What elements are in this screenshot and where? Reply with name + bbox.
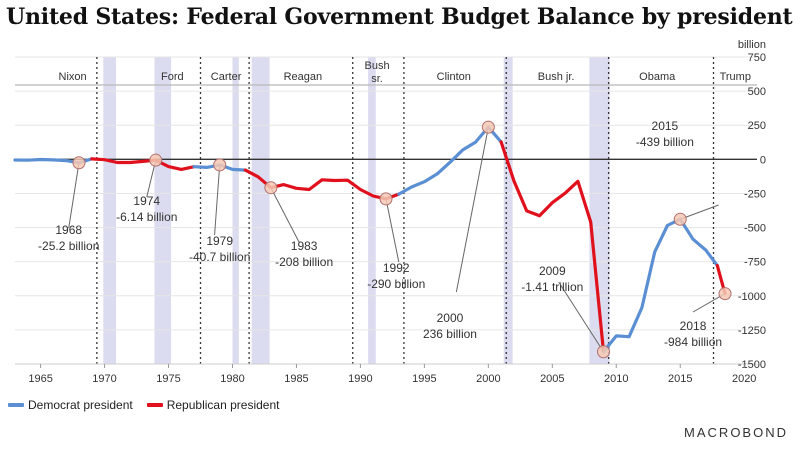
annotation-leader-1979 (214, 164, 221, 236)
annotation-value-2009: -1.41 trillion (521, 280, 583, 294)
y-tick-label-4: -250 (744, 188, 766, 200)
series-democrat-6 (601, 217, 719, 354)
annotation-marker-1992 (379, 192, 393, 206)
x-tick-label-0: 1965 (28, 373, 52, 385)
annotation-year-2018: 2018 (680, 319, 707, 333)
president-label-5: Clinton (437, 71, 471, 83)
y-tick-label-7: -1000 (738, 291, 766, 303)
legend-label-republican: Republican president (166, 398, 280, 412)
president-label-1: Ford (161, 71, 184, 83)
recession-band-0 (103, 57, 117, 364)
series-democrat-4 (397, 125, 503, 196)
annotation-marker-1983 (264, 181, 278, 195)
annotation-value-2000: 236 billion (423, 327, 477, 341)
president-label-8: Trump (720, 71, 751, 83)
x-tick-label-9: 2010 (604, 373, 628, 385)
x-tick-label-4: 1985 (284, 373, 308, 385)
legend-swatch-republican (146, 403, 163, 407)
recession-band-1 (154, 57, 172, 364)
recession-band-3 (251, 57, 270, 364)
president-label-7: Obama (639, 71, 676, 83)
annotation-year-2009: 2009 (539, 264, 566, 278)
annotation-marker-2000 (481, 120, 495, 134)
y-tick-label-0: 750 (748, 52, 766, 64)
annotation-year-1983: 1983 (291, 239, 318, 253)
legend: Democrat president Republican president (8, 398, 293, 412)
annotation-year-1979: 1979 (206, 234, 233, 248)
y-tick-label-6: -750 (744, 257, 766, 269)
legend-label-democrat: Democrat president (28, 398, 133, 412)
series-republican-5 (499, 140, 606, 354)
y-tick-label-2: 250 (748, 120, 766, 132)
president-label-6: Bush jr. (538, 71, 575, 83)
annotation-leader-1992 (385, 198, 400, 263)
recession-band-6 (589, 57, 610, 364)
annotation-value-2015: -439 billion (636, 135, 694, 149)
annotation-year-2015: 2015 (652, 119, 679, 133)
annotation-marker-1979 (213, 158, 227, 172)
x-tick-label-5: 1990 (348, 373, 372, 385)
president-label-4-line2: sr. (371, 73, 383, 85)
annotation-leader-2000 (455, 127, 489, 293)
annotation-marker-2018 (718, 287, 732, 301)
annotation-marker-1974 (149, 153, 163, 167)
y-tick-label-3: 0 (760, 154, 766, 166)
annotation-leader-1968 (68, 162, 80, 229)
x-tick-label-3: 1980 (220, 373, 244, 385)
x-tick-label-10: 2015 (668, 373, 692, 385)
annotation-value-1974: -6.14 billion (116, 210, 177, 224)
annotation-marker-1968 (72, 156, 86, 170)
legend-swatch-democrat (8, 403, 24, 407)
president-label-4: Bush (365, 60, 390, 72)
annotation-leader-2015 (680, 204, 719, 220)
recession-band-5 (503, 57, 513, 364)
x-tick-label-2: 1975 (156, 373, 180, 385)
legend-item-republican: Republican president (146, 398, 280, 412)
y-tick-label-8: -1250 (738, 325, 766, 337)
y-axis-unit-label: billion (738, 39, 766, 51)
annotation-value-1968: -25.2 billion (38, 239, 99, 253)
president-label-2: Carter (211, 71, 242, 83)
brand-logo: MACROBOND (684, 425, 788, 440)
annotation-leader-2009 (558, 281, 604, 352)
president-label-3: Reagan (284, 71, 323, 83)
y-tick-label-9: -1500 (738, 359, 766, 371)
recession-band-4 (368, 57, 376, 364)
series-republican-1 (90, 157, 196, 171)
annotation-year-2000: 2000 (437, 311, 464, 325)
annotation-year-1968: 1968 (55, 223, 82, 237)
recession-band-2 (232, 57, 239, 364)
annotation-year-1992: 1992 (383, 261, 410, 275)
x-tick-label-7: 2000 (476, 373, 500, 385)
chart-title: United States: Federal Government Budget… (6, 4, 793, 30)
x-tick-label-6: 1995 (412, 373, 436, 385)
y-tick-label-5: -500 (744, 223, 766, 235)
annotation-value-2018: -984 billion (664, 335, 722, 349)
annotation-value-1983: -208 billion (275, 255, 333, 269)
annotation-value-1979: -40.7 billion (189, 250, 250, 264)
president-label-0: Nixon (59, 71, 87, 83)
annotation-value-1992: -290 billion (367, 277, 425, 291)
legend-item-democrat: Democrat president (8, 398, 133, 412)
y-tick-label-1: 500 (748, 86, 766, 98)
x-tick-label-1: 1970 (92, 373, 116, 385)
annotation-leader-1983 (270, 187, 300, 243)
annotation-marker-2009 (596, 345, 610, 359)
annotation-marker-2015 (673, 212, 687, 226)
x-tick-label-8: 2005 (540, 373, 564, 385)
annotation-year-1974: 1974 (133, 194, 160, 208)
x-tick-label-11: 2020 (732, 373, 756, 385)
